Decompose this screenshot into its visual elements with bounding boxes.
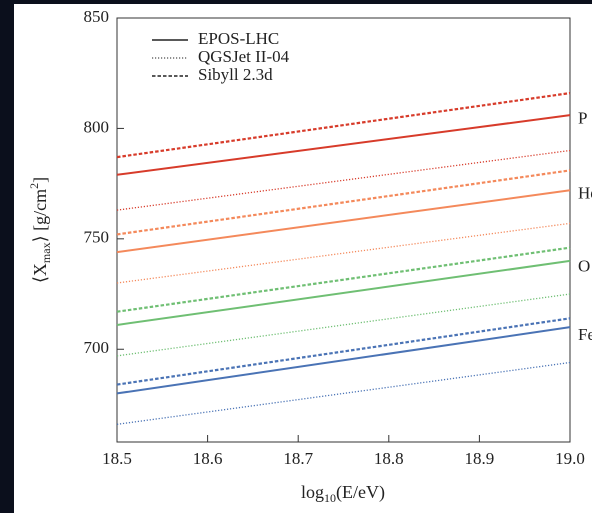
line-series xyxy=(116,259,571,326)
x-tick-label: 19.0 xyxy=(555,449,585,468)
y-tick-label: 800 xyxy=(84,117,110,136)
x-label-rest: (E/eV) xyxy=(336,482,385,503)
line-series xyxy=(116,114,571,176)
line-series xyxy=(116,361,571,425)
legend-label: EPOS-LHC xyxy=(198,29,279,48)
line-series xyxy=(116,91,571,159)
group-label: P xyxy=(578,108,587,127)
line-series xyxy=(116,189,571,254)
y-tick-label: 700 xyxy=(84,338,110,357)
chart-background xyxy=(14,4,592,513)
x-tick-label: 18.9 xyxy=(465,449,495,468)
legend-label: Sibyll 2.3d xyxy=(198,65,273,84)
y-label-sup: 2 xyxy=(27,183,41,189)
line-series xyxy=(116,293,571,357)
x-tick-label: 18.7 xyxy=(283,449,313,468)
y-label-end: ] xyxy=(30,177,50,183)
y-label-main: ⟨X xyxy=(30,263,50,283)
plot-frame xyxy=(116,17,571,443)
line-series xyxy=(116,246,571,313)
group-label: He xyxy=(578,184,592,203)
y-tick-label: 750 xyxy=(84,228,110,247)
y-axis-label: ⟨Xmax⟩ [g/cm2] xyxy=(27,177,53,283)
x-label-sub: 10 xyxy=(324,491,336,505)
x-tick-label: 18.6 xyxy=(193,449,223,468)
line-series xyxy=(116,326,571,395)
group-label: Fe xyxy=(578,325,592,344)
x-tick-label: 18.8 xyxy=(374,449,404,468)
y-label-sub: max xyxy=(39,242,53,263)
legend-label: QGSJet II-04 xyxy=(198,47,290,66)
x-tick-label: 18.5 xyxy=(102,449,132,468)
line-series xyxy=(116,149,571,211)
x-axis-label: log10(E/eV) xyxy=(301,482,385,505)
line-series xyxy=(116,317,571,386)
x-label-main: log xyxy=(301,482,324,502)
group-label: O xyxy=(578,256,590,275)
y-tick-label: 850 xyxy=(84,7,110,26)
line-series xyxy=(116,169,571,236)
y-label-rest: ⟩ [g/cm xyxy=(30,189,50,243)
line-series xyxy=(116,222,571,284)
